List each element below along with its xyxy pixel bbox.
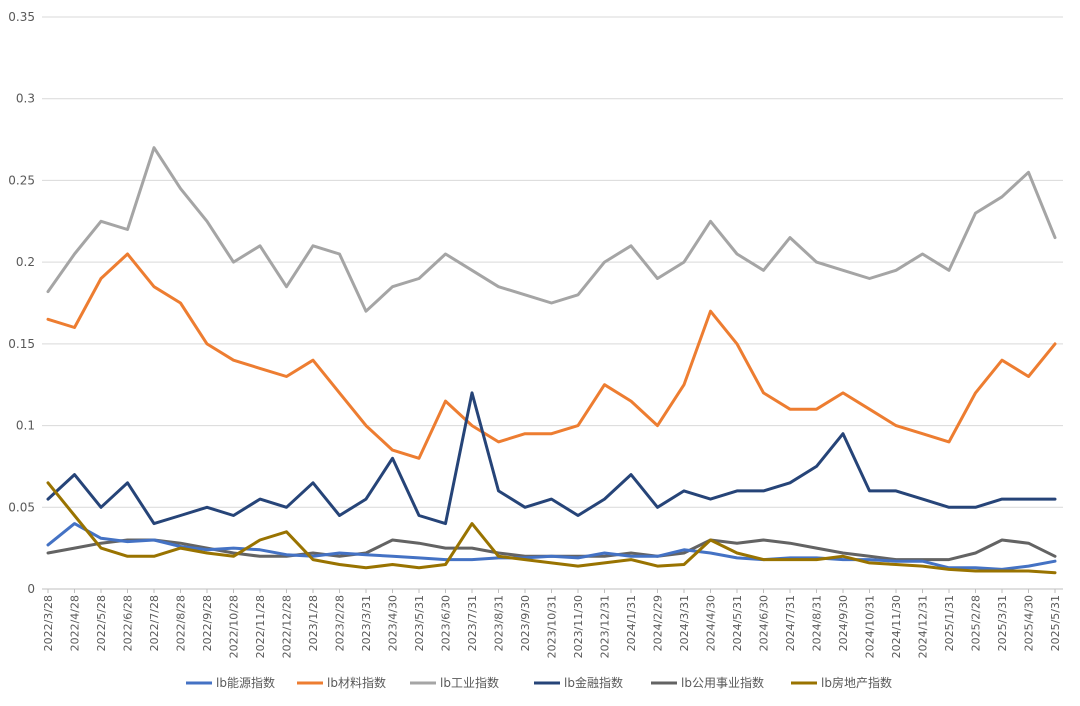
series-line — [46, 522, 1057, 571]
x-tick-label: 2022/5/28 — [95, 595, 108, 651]
x-tick-label: 2022/9/28 — [201, 595, 214, 651]
x-tick-label: 2022/7/28 — [148, 595, 161, 651]
series-line — [46, 252, 1057, 460]
y-tick-label: 0.3 — [16, 92, 35, 106]
series-line — [46, 146, 1057, 313]
legend-label: lb能源指数 — [216, 675, 275, 690]
legend-label: lb房地产指数 — [821, 675, 892, 690]
x-tick-label: 2023/1/28 — [307, 595, 320, 651]
series-line — [46, 391, 1057, 526]
x-tick-label: 2023/12/31 — [599, 595, 612, 658]
x-tick-label: 2024/2/29 — [652, 595, 665, 651]
x-tick-label: 2023/4/30 — [387, 595, 400, 651]
x-tick-label: 2022/4/28 — [69, 595, 82, 651]
x-tick-label: 2023/7/31 — [466, 595, 479, 651]
x-tick-label: 2023/8/31 — [493, 595, 506, 651]
legend: lb能源指数 lb材料指数 lb工业指数 lb金融指数 lb公用事业指数 lb房地产指数 — [186, 675, 892, 690]
x-tick-label: 2022/12/28 — [281, 595, 294, 658]
x-tick-label: 2023/11/30 — [572, 595, 585, 658]
x-tick-label: 2023/9/30 — [519, 595, 532, 651]
x-tick-label: 2024/12/31 — [917, 595, 930, 658]
series-layer — [46, 146, 1057, 575]
x-tick-label: 2023/2/28 — [334, 595, 347, 651]
x-tick-label: 2022/11/28 — [254, 595, 267, 658]
y-axis-ticks: 0 0.05 0.1 0.15 0.2 0.25 0.3 0.35 — [8, 10, 35, 596]
x-tick-label: 2025/1/31 — [943, 595, 956, 651]
x-tick-label: 2025/2/28 — [970, 595, 983, 651]
x-tick-label: 2025/5/31 — [1049, 595, 1062, 651]
y-tick-label: 0.1 — [16, 419, 35, 433]
x-tick-label: 2022/10/28 — [228, 595, 241, 658]
y-tick-label: 0.2 — [16, 255, 35, 269]
x-tick-label: 2024/1/31 — [625, 595, 638, 651]
x-tick-label: 2024/6/30 — [758, 595, 771, 651]
legend-label: lb金融指数 — [564, 675, 623, 690]
x-tick-label: 2024/8/31 — [811, 595, 824, 651]
y-tick-label: 0 — [27, 582, 35, 596]
y-tick-label: 0.35 — [8, 10, 35, 24]
x-tick-label: 2023/10/31 — [546, 595, 559, 658]
x-tick-label: 2022/8/28 — [175, 595, 188, 651]
legend-label: lb公用事业指数 — [681, 675, 764, 690]
x-tick-label: 2024/10/31 — [864, 595, 877, 658]
x-tick-label: 2023/5/31 — [413, 595, 426, 651]
series-line — [46, 481, 1057, 575]
x-tick-label: 2025/4/30 — [1023, 595, 1036, 651]
x-tick-label: 2024/11/30 — [890, 595, 903, 658]
grid-layer — [42, 16, 1063, 590]
x-axis-ticks: 2022/3/28 2022/4/28 2022/5/28 2022/6/28 2022… — [42, 589, 1062, 658]
x-tick-label: 2024/3/31 — [678, 595, 691, 651]
y-tick-label: 0.05 — [8, 500, 35, 514]
x-tick-label: 2025/3/31 — [996, 595, 1009, 651]
y-tick-label: 0.25 — [8, 173, 35, 187]
y-tick-label: 0.15 — [8, 337, 35, 351]
x-tick-label: 2024/5/31 — [731, 595, 744, 651]
x-tick-label: 2024/4/30 — [705, 595, 718, 651]
legend-label: lb工业指数 — [440, 675, 499, 690]
x-tick-label: 2024/9/30 — [837, 595, 850, 651]
x-tick-label: 2023/6/30 — [440, 595, 453, 651]
x-tick-label: 2024/7/31 — [784, 595, 797, 651]
legend-label: lb材料指数 — [327, 675, 386, 690]
x-tick-label: 2023/3/31 — [360, 595, 373, 651]
x-tick-label: 2022/3/28 — [42, 595, 55, 651]
x-tick-label: 2022/6/28 — [122, 595, 135, 651]
